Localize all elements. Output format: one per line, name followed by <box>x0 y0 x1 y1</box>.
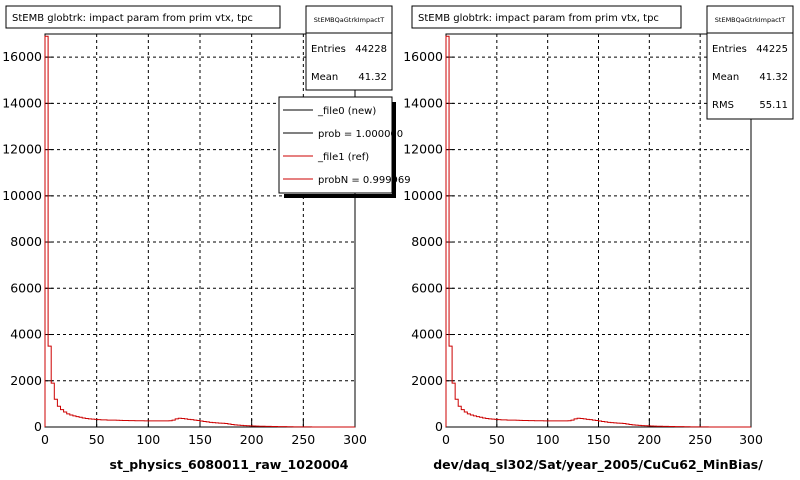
x-tick-label: 250 <box>291 432 315 447</box>
x-tick-label: 0 <box>442 432 450 447</box>
right-stats-rms-value: 55.11 <box>759 100 788 111</box>
right-plot-frame <box>445 33 752 428</box>
y-tick-label: 12000 <box>403 142 443 157</box>
y-tick-label: 16000 <box>2 49 42 64</box>
legend-label-file0: _file0 (new) <box>317 106 376 117</box>
left-histogram-series <box>44 35 355 428</box>
x-tick-label: 300 <box>343 432 367 447</box>
y-tick-label: 4000 <box>10 327 42 342</box>
left-stats-entries-value: 44228 <box>355 44 387 55</box>
left-axis-ticks: 0 50 100 150 200 250 300 0 2000 4000 6000 8000 10000… <box>2 49 367 447</box>
y-tick-label: 12000 <box>2 142 42 157</box>
left-panel: StEMB globtrk: impact param from prim vt… <box>2 5 411 473</box>
left-stats-box: StEMBQaGtrkImpactT Entries 44228 Mean 41… <box>305 5 393 91</box>
left-stats-entries-label: Entries <box>311 44 346 55</box>
y-tick-label: 8000 <box>10 234 42 249</box>
right-stats-entries-label: Entries <box>712 44 747 55</box>
right-title-box <box>411 5 682 29</box>
right-stats-box: StEMBQaGtrkImpactT Entries 44225 Mean 41… <box>706 5 794 120</box>
legend-label-prob: prob = 1.000000 <box>318 129 403 140</box>
left-plot-frame <box>44 33 356 428</box>
x-tick-label: 200 <box>637 432 661 447</box>
y-tick-label: 10000 <box>403 188 443 203</box>
y-tick-label: 8000 <box>411 234 443 249</box>
x-tick-label: 100 <box>136 432 160 447</box>
legend-label-file1: _file1 (ref) <box>317 152 369 163</box>
left-stats-mean-label: Mean <box>311 72 338 83</box>
right-stats-rms-label: RMS <box>712 100 734 111</box>
x-tick-label: 150 <box>188 432 212 447</box>
right-title: StEMB globtrk: impact param from prim vt… <box>418 13 659 24</box>
y-tick-label: 2000 <box>411 373 443 388</box>
y-tick-label: 6000 <box>10 280 42 295</box>
x-tick-label: 200 <box>240 432 264 447</box>
left-title: StEMB globtrk: impact param from prim vt… <box>12 13 253 24</box>
y-tick-label: 2000 <box>10 373 42 388</box>
right-panel: StEMB globtrk: impact param from prim vt… <box>403 5 794 473</box>
y-tick-label: 0 <box>435 419 443 434</box>
right-grid <box>446 34 751 427</box>
y-tick-label: 0 <box>34 419 42 434</box>
left-legend: _file0 (new) prob = 1.000000 _file1 (ref… <box>278 96 411 198</box>
y-tick-label: 16000 <box>403 49 443 64</box>
right-stats-mean-value: 41.32 <box>759 72 788 83</box>
x-tick-label: 0 <box>41 432 49 447</box>
right-stats-mean-label: Mean <box>712 72 739 83</box>
x-tick-label: 50 <box>489 432 505 447</box>
y-tick-label: 14000 <box>403 95 443 110</box>
left-stats-mean-value: 41.32 <box>358 72 387 83</box>
y-tick-label: 4000 <box>411 327 443 342</box>
y-tick-label: 10000 <box>2 188 42 203</box>
x-tick-label: 100 <box>536 432 560 447</box>
left-stats-name: StEMBQaGtrkImpactT <box>314 16 384 24</box>
left-x-label: st_physics_6080011_raw_1020004 <box>110 457 349 473</box>
right-axis-ticks: 0 50 100 150 200 250 300 0 2000 4000 6000 8000 10000… <box>403 49 763 447</box>
x-tick-label: 150 <box>587 432 611 447</box>
x-tick-label: 250 <box>688 432 712 447</box>
right-stats-name: StEMBQaGtrkImpactT <box>715 16 785 24</box>
legend-label-probn: probN = 0.999969 <box>318 175 411 186</box>
right-x-label: dev/daq_sl302/Sat/year_2005/CuCu62_MinBi… <box>433 457 763 473</box>
right-stats-entries-value: 44225 <box>756 44 788 55</box>
y-tick-label: 14000 <box>2 95 42 110</box>
y-tick-label: 6000 <box>411 280 443 295</box>
x-tick-label: 50 <box>89 432 105 447</box>
x-tick-label: 300 <box>739 432 763 447</box>
left-title-box <box>5 5 281 29</box>
right-histogram-series <box>445 35 751 428</box>
